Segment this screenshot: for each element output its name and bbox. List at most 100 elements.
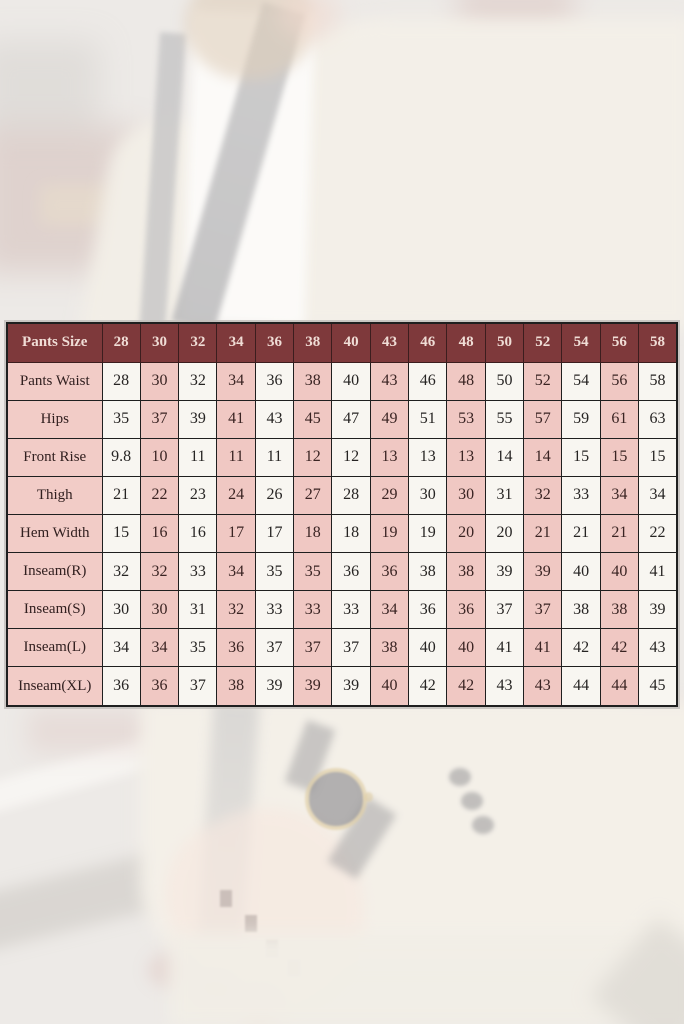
- size-value-cell: 20: [446, 513, 486, 554]
- size-value-cell: 61: [599, 399, 640, 439]
- size-value-cell: 63: [638, 399, 678, 439]
- size-value-cell: 57: [523, 399, 563, 439]
- size-value-cell: 21: [101, 475, 141, 515]
- size-value-cell: 37: [178, 666, 218, 707]
- size-value-cell: 33: [331, 590, 371, 630]
- size-value-cell: 30: [139, 361, 180, 401]
- size-value-cell: 44: [561, 666, 601, 707]
- header-size-cell: 40: [331, 322, 371, 363]
- size-value-cell: 22: [638, 513, 678, 554]
- header-size-cell: 56: [599, 322, 640, 363]
- size-value-cell: 41: [523, 628, 563, 668]
- size-value-cell: 33: [561, 475, 601, 515]
- header-size-cell: 30: [139, 322, 180, 363]
- size-value-cell: 36: [446, 590, 486, 630]
- size-value-cell: 16: [139, 513, 180, 554]
- size-value-cell: 33: [178, 552, 218, 592]
- size-value-cell: 43: [369, 361, 410, 401]
- header-size-cell: 52: [523, 322, 563, 363]
- size-value-cell: 18: [293, 513, 333, 554]
- size-value-cell: 36: [139, 666, 180, 707]
- size-value-cell: 30: [446, 475, 486, 515]
- size-value-cell: 39: [331, 666, 371, 707]
- size-value-cell: 28: [331, 475, 371, 515]
- size-value-cell: 47: [331, 399, 371, 439]
- size-value-cell: 43: [484, 666, 525, 707]
- size-value-cell: 36: [216, 628, 256, 668]
- size-value-cell: 41: [638, 552, 678, 592]
- size-value-cell: 34: [101, 628, 141, 668]
- size-value-cell: 13: [408, 437, 448, 477]
- size-value-cell: 14: [523, 437, 563, 477]
- header-size-cell: 36: [254, 322, 295, 363]
- size-value-cell: 33: [254, 590, 295, 630]
- size-value-cell: 33: [293, 590, 333, 630]
- header-title-cell: Pants Size: [6, 322, 103, 363]
- size-value-cell: 12: [331, 437, 371, 477]
- size-value-cell: 37: [293, 628, 333, 668]
- row-label-cell: Hips: [6, 399, 103, 439]
- size-value-cell: 19: [369, 513, 410, 554]
- size-value-cell: 41: [484, 628, 525, 668]
- size-value-cell: 37: [331, 628, 371, 668]
- size-value-cell: 43: [254, 399, 295, 439]
- size-value-cell: 36: [331, 552, 371, 592]
- size-value-cell: 40: [446, 628, 486, 668]
- size-value-cell: 30: [408, 475, 448, 515]
- size-value-cell: 58: [638, 361, 678, 401]
- size-value-cell: 16: [178, 513, 218, 554]
- size-value-cell: 32: [139, 552, 180, 592]
- size-value-cell: 48: [446, 361, 486, 401]
- header-size-cell: 50: [484, 322, 525, 363]
- size-value-cell: 34: [638, 475, 678, 515]
- size-value-cell: 21: [523, 513, 563, 554]
- size-value-cell: 38: [599, 590, 640, 630]
- size-value-cell: 23: [178, 475, 218, 515]
- size-value-cell: 39: [638, 590, 678, 630]
- size-value-cell: 41: [216, 399, 256, 439]
- row-label-cell: Inseam(XL): [6, 666, 103, 707]
- size-value-cell: 19: [408, 513, 448, 554]
- size-value-cell: 12: [293, 437, 333, 477]
- size-value-cell: 56: [599, 361, 640, 401]
- size-value-cell: 36: [369, 552, 410, 592]
- size-value-cell: 24: [216, 475, 256, 515]
- size-value-cell: 49: [369, 399, 410, 439]
- size-value-cell: 10: [139, 437, 180, 477]
- size-value-cell: 15: [599, 437, 640, 477]
- size-value-cell: 13: [446, 437, 486, 477]
- size-value-cell: 14: [484, 437, 525, 477]
- size-value-cell: 32: [216, 590, 256, 630]
- size-value-cell: 34: [369, 590, 410, 630]
- table-row: Inseam(XL) 36 36 37 38 39 39 39 40 42 42 43 43 44 44 45: [6, 666, 678, 707]
- size-value-cell: 9.8: [101, 437, 141, 477]
- size-value-cell: 34: [216, 361, 256, 401]
- table-row: Pants Waist 28 30 32 34 36 38 40 43 46 48 50 52 54 56 5…: [6, 361, 678, 401]
- size-value-cell: 35: [293, 552, 333, 592]
- size-value-cell: 52: [523, 361, 563, 401]
- table-row: Front Rise 9.8 10 11 11 11 12 12 13 13 13 14 14 15 15 1…: [6, 437, 678, 477]
- size-value-cell: 17: [216, 513, 256, 554]
- size-value-cell: 44: [599, 666, 640, 707]
- size-value-cell: 35: [178, 628, 218, 668]
- size-value-cell: 38: [446, 552, 486, 592]
- size-value-cell: 43: [523, 666, 563, 707]
- table-body: Pants Waist 28 30 32 34 36 38 40 43 46 48 50 52 54 56 5…: [6, 361, 678, 707]
- size-value-cell: 45: [293, 399, 333, 439]
- size-value-cell: 37: [484, 590, 525, 630]
- table-row: Hips 35 37 39 41 43 45 47 49 51 53 55 57 59 61 63: [6, 399, 678, 439]
- size-value-cell: 54: [561, 361, 601, 401]
- size-value-cell: 17: [254, 513, 295, 554]
- header-size-cell: 58: [638, 322, 678, 363]
- header-size-cell: 46: [408, 322, 448, 363]
- size-value-cell: 31: [178, 590, 218, 630]
- size-value-cell: 20: [484, 513, 525, 554]
- size-value-cell: 40: [408, 628, 448, 668]
- size-value-cell: 38: [293, 361, 333, 401]
- size-value-cell: 29: [369, 475, 410, 515]
- size-value-cell: 39: [523, 552, 563, 592]
- header-size-cell: 38: [293, 322, 333, 363]
- size-value-cell: 42: [446, 666, 486, 707]
- header-size-cell: 28: [101, 322, 141, 363]
- size-value-cell: 50: [484, 361, 525, 401]
